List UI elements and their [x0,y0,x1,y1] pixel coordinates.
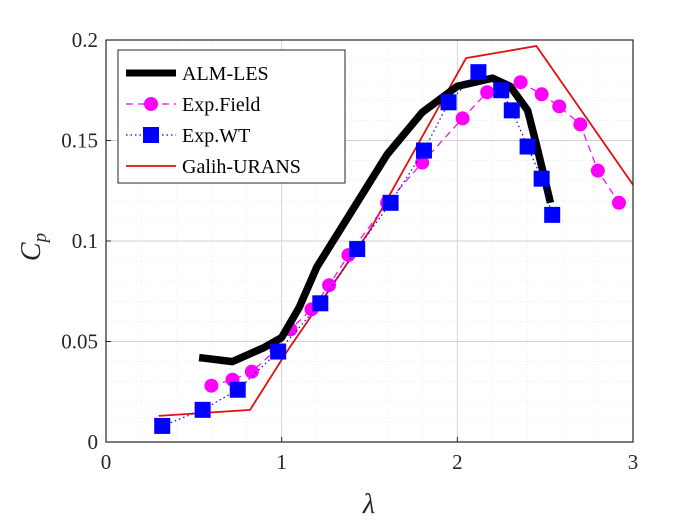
y-tick-label: 0.15 [61,129,98,153]
legend-marker [143,127,159,143]
x-axis-label: λ [362,489,375,520]
data-point [480,85,495,100]
data-point [493,82,510,99]
data-point [533,170,550,187]
x-tick-label: 2 [452,450,463,474]
legend-label: Exp.Field [182,94,260,116]
series-line [198,74,555,366]
data-point [322,278,337,293]
series-layer [154,45,634,434]
series-galih-urans [158,45,634,417]
legend-entry: ALM-LES [126,63,269,85]
data-point [470,64,487,81]
data-point [382,194,399,211]
data-point [611,195,626,210]
data-point [573,117,588,132]
data-point [513,75,528,90]
legend-entry: Galih-URANS [126,156,301,178]
data-point [415,142,432,159]
data-point [349,241,366,258]
data-point [204,378,219,393]
y-axis-label-sub: p [30,233,51,245]
legend-label: ALM-LES [182,63,269,85]
y-axis-label-main: C [16,242,47,261]
x-tick-label: 1 [276,450,287,474]
data-point [270,343,287,360]
data-point [229,381,246,398]
series-exp-wt [154,64,561,434]
series-line [158,45,634,417]
series-alm-les [198,74,555,366]
data-point [519,138,536,155]
y-tick-label: 0.2 [72,28,98,52]
data-point [244,364,259,379]
x-tick-label: 0 [101,450,112,474]
data-point [544,206,561,223]
x-tick-label: 3 [628,450,639,474]
data-point [312,295,329,312]
legend-marker [144,97,158,111]
data-point [534,87,549,102]
legend-entry: Exp.WT [126,125,250,147]
ticks [105,39,634,443]
y-tick-label: 0 [88,430,99,454]
legend-entry: Exp.Field [126,94,260,116]
y-tick-label: 0.1 [72,229,98,253]
legend-label: Galih-URANS [182,156,301,178]
data-point [440,94,457,111]
y-tick-label: 0.05 [61,330,98,354]
legend: ALM-LES Exp.Field Exp.WT Galih-URANS [117,49,346,184]
y-axis-label: Cp [16,233,51,261]
tick-labels: 0 1 2 3 0 0.05 0.1 0.15 0.2 [61,28,638,474]
data-point [154,417,171,434]
data-point [194,401,211,418]
data-point [590,163,605,178]
data-point [455,111,470,126]
data-point [503,102,520,119]
data-point [552,99,567,114]
legend-label: Exp.WT [182,125,250,147]
